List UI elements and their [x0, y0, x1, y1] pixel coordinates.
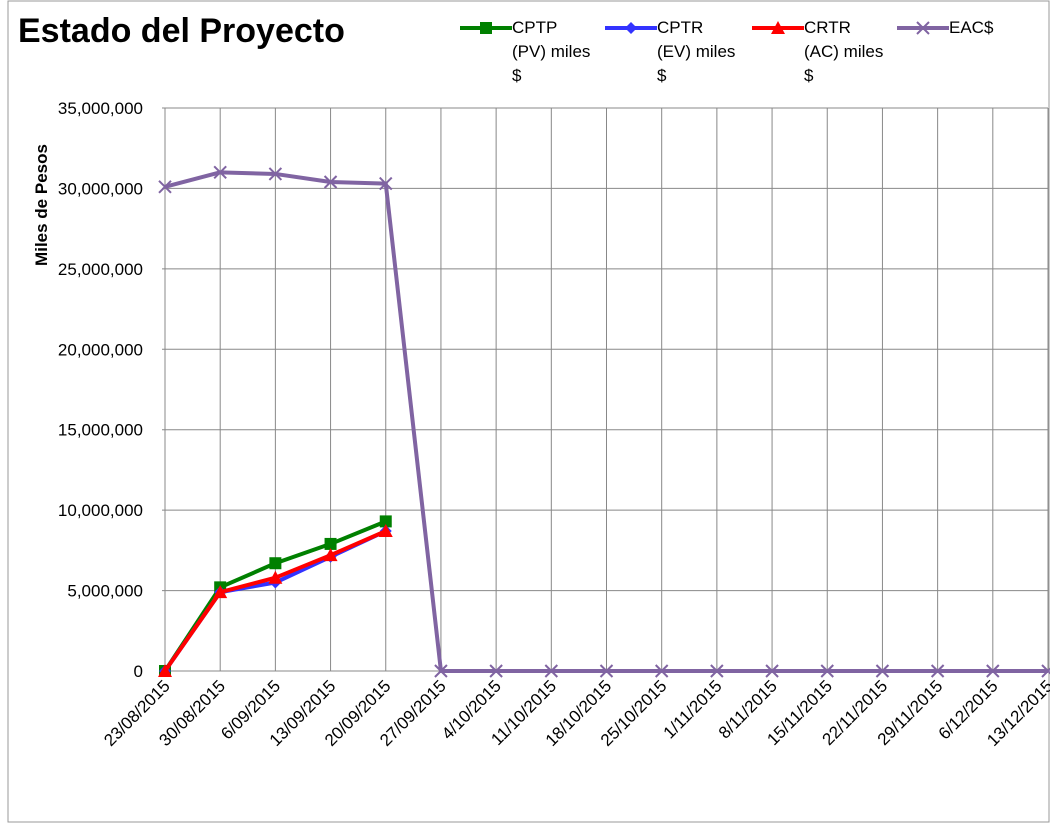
marker-x [379, 176, 393, 191]
legend-item: EAC$ [897, 16, 1029, 40]
legend-item: CPTP (PV) miles $ [460, 16, 592, 88]
marker-x [820, 664, 834, 678]
marker-triangle [158, 664, 172, 677]
marker-x [710, 664, 724, 678]
y-tick-label: 0 [134, 662, 143, 681]
y-axis-label: Miles de Pesos [32, 144, 51, 266]
y-tick-label: 25,000,000 [58, 260, 143, 279]
marker-triangle [323, 548, 338, 562]
y-tick-label: 35,000,000 [58, 99, 143, 118]
marker-x [765, 664, 779, 678]
marker-x [323, 175, 338, 189]
marker-x [434, 664, 448, 678]
marker-square [324, 537, 337, 550]
legend-label: EAC$ [949, 18, 994, 37]
marker-x [1041, 664, 1050, 678]
legend-swatch [605, 22, 657, 34]
chart-title: Estado del Proyecto [18, 12, 345, 50]
marker-triangle [378, 524, 393, 538]
chart-border [7, 0, 1050, 823]
y-tick-label: 30,000,000 [58, 179, 143, 198]
legend-swatch [897, 21, 949, 35]
marker-x [544, 664, 559, 678]
legend-label: CPTP (PV) miles $ [512, 18, 591, 85]
marker-x [599, 664, 614, 678]
marker-x [268, 167, 283, 181]
y-tick-label: 5,000,000 [67, 582, 143, 601]
marker-square [480, 22, 492, 34]
x-tick-label: 1/11/2015 [660, 676, 726, 742]
legend-swatch [752, 21, 804, 34]
marker-x [489, 664, 503, 678]
legend-label: CRTR (AC) miles $ [804, 18, 884, 85]
marker-x [916, 21, 930, 35]
marker-x [986, 664, 1000, 678]
y-tick-label: 10,000,000 [58, 501, 143, 520]
marker-x [875, 664, 890, 678]
legend-item: CPTR (EV) miles $ [605, 16, 737, 88]
marker-x [930, 664, 945, 678]
y-tick-label: 15,000,000 [58, 421, 143, 440]
marker-square [379, 515, 392, 528]
y-tick-label: 20,000,000 [58, 340, 143, 359]
marker-x [654, 664, 669, 678]
marker-diamond [625, 22, 637, 34]
marker-x [158, 180, 172, 194]
legend-swatch [460, 22, 512, 34]
marker-triangle [771, 21, 785, 34]
marker-square [269, 557, 282, 570]
marker-triangle [268, 570, 283, 584]
marker-triangle [213, 585, 228, 599]
legend-label: CPTR (EV) miles $ [657, 18, 736, 85]
marker-x [213, 165, 227, 180]
legend-item: CRTR (AC) miles $ [752, 16, 884, 88]
